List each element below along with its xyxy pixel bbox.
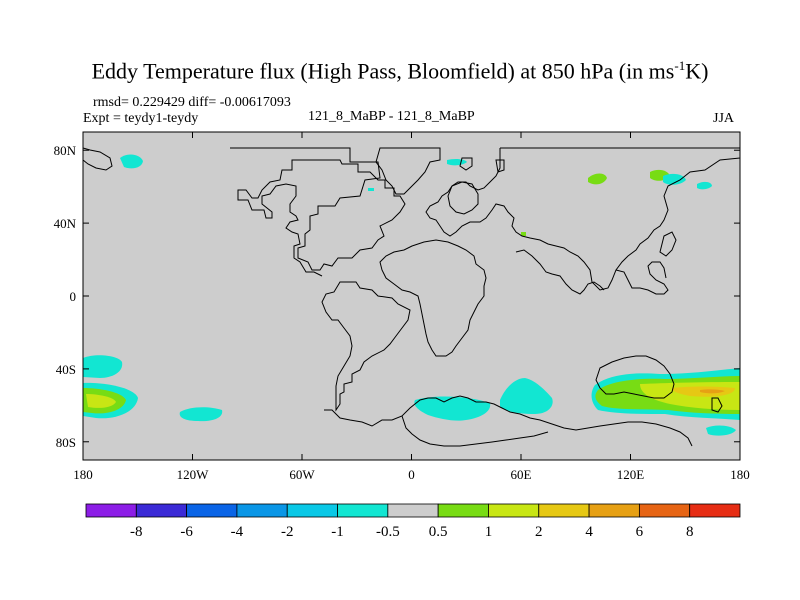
center-text: 121_8_MaBP - 121_8_MaBP <box>308 109 475 124</box>
colorbar-label: 0.5 <box>429 524 448 540</box>
region-arctic-alaska <box>120 154 143 169</box>
colorbar-swatch <box>186 503 238 518</box>
colorbar-swatch <box>286 503 338 518</box>
chart-title: Eddy Temperature flux (High Pass, Bloomf… <box>91 58 709 84</box>
region-indian-small <box>521 232 526 236</box>
coast-arctic-islands <box>459 157 473 171</box>
x-tick-label: 120E <box>617 467 645 482</box>
coast-antarctica <box>324 395 693 447</box>
colorbar-swatch <box>638 503 691 518</box>
colorbar-label: 2 <box>535 524 543 540</box>
region-arctic-small <box>368 188 374 191</box>
coast-japan <box>659 231 677 257</box>
x-tick-label: 120W <box>177 467 210 482</box>
x-tick-label: 60W <box>289 467 315 482</box>
contour-regions <box>83 154 740 436</box>
coast-svalbard <box>495 159 505 173</box>
coast-greenland <box>375 147 441 195</box>
axes: 180 120W 60W 0 60E 120E 180 80N 40N 0 40S 80S <box>54 132 750 482</box>
y-tick-label: 40S <box>56 362 76 377</box>
colorbar-swatch <box>135 503 188 518</box>
colorbar-swatch <box>689 503 741 518</box>
colorbar-label: 8 <box>686 524 694 540</box>
y-tick-label: 40N <box>54 216 77 231</box>
colorbar-swatch <box>85 503 137 518</box>
region-arctic-bering <box>697 181 712 190</box>
season-text: JJA <box>713 111 735 126</box>
colorbar-swatch <box>437 503 489 518</box>
region-arctic-siberia <box>588 173 607 185</box>
coast-alaska-west <box>83 147 113 171</box>
coast-se-asia <box>615 261 669 295</box>
coastlines <box>83 147 740 447</box>
colorbar-swatch <box>387 503 439 518</box>
colorbar: -8 -6 -4 -2 -1 -0.5 0.5 1 2 4 6 8 <box>85 503 741 540</box>
expt-text: Expt = teydy1-teydy <box>83 111 199 126</box>
y-tick-label: 80N <box>54 143 77 158</box>
colorbar-label: -4 <box>231 524 244 540</box>
colorbar-label: -1 <box>331 524 344 540</box>
colorbar-swatch <box>588 503 640 518</box>
colorbar-label: 6 <box>636 524 644 540</box>
colorbar-label: -2 <box>281 524 294 540</box>
colorbar-swatch <box>337 503 389 518</box>
stats-text: rmsd= 0.229429 diff= -0.00617093 <box>93 95 291 110</box>
y-tick-label: 80S <box>56 435 76 450</box>
coast-south-america <box>321 281 411 412</box>
region-antarctic-pacific <box>706 425 736 436</box>
colorbar-swatch <box>488 503 540 518</box>
region-s-indian <box>500 378 553 414</box>
coast-antarctic-peninsula <box>401 415 549 447</box>
coast-new-zealand <box>711 397 723 413</box>
coast-north-america <box>230 147 406 277</box>
x-tick-label: 0 <box>408 467 415 482</box>
coast-australia <box>595 355 675 399</box>
x-tick-label: 60E <box>511 467 532 482</box>
coast-scandinavia <box>447 181 479 215</box>
region-arctic-europe <box>447 158 467 166</box>
colorbar-label: 4 <box>585 524 593 540</box>
colorbar-swatch <box>538 503 590 518</box>
colorbar-label: -8 <box>130 524 143 540</box>
colorbar-label: -0.5 <box>376 524 400 540</box>
colorbar-swatch <box>236 503 288 518</box>
y-tick-label: 0 <box>70 289 77 304</box>
colorbar-label: 1 <box>485 524 493 540</box>
region-arctic-pacific-2 <box>663 173 686 185</box>
region-s-pacific-central <box>179 407 223 422</box>
coast-africa <box>379 239 487 357</box>
region-s-atlantic <box>414 396 491 421</box>
region-s-pacific-west <box>83 355 123 378</box>
region-s-pacific-west-inner <box>86 394 116 408</box>
coast-arabia-india <box>515 249 605 295</box>
colorbar-label: -6 <box>180 524 193 540</box>
region-s-pacific-east-core <box>700 389 725 394</box>
x-tick-label: 180 <box>73 467 93 482</box>
x-tick-label: 180 <box>730 467 750 482</box>
coast-eurasia <box>425 147 740 291</box>
